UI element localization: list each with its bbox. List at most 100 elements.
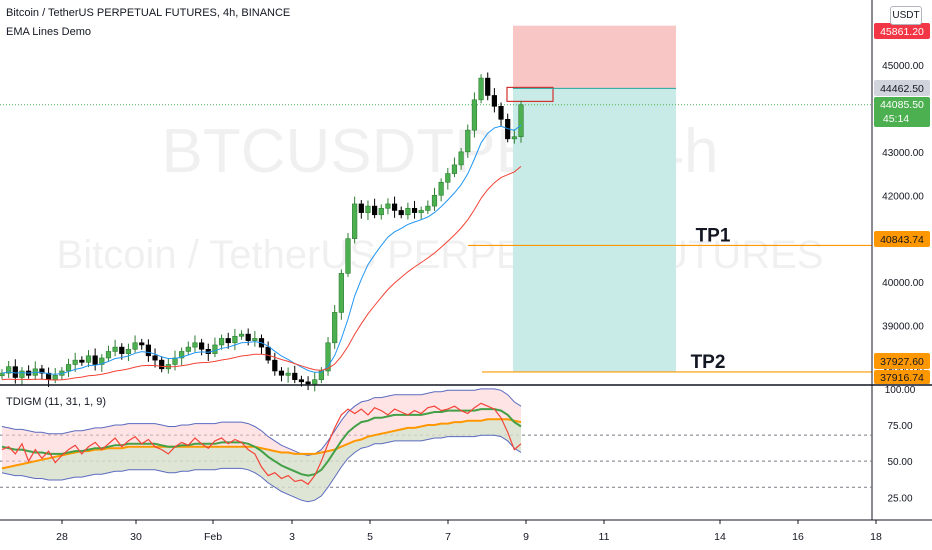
candlestick-series: [0, 72, 524, 392]
candle: [425, 200, 431, 214]
candle: [332, 305, 338, 349]
study-legend[interactable]: EMA Lines Demo: [6, 26, 91, 38]
candle: [26, 365, 32, 379]
candle: [212, 337, 218, 358]
last-price-text: 44085.50: [880, 99, 924, 111]
candle: [471, 92, 478, 138]
candle: [132, 335, 138, 353]
entry-price-text: 44462.50: [880, 83, 924, 95]
candle: [232, 328, 238, 351]
tp1-price-badge: 40843.74: [874, 231, 930, 247]
candle: [172, 350, 178, 371]
candle: [325, 337, 331, 376]
candle: [411, 200, 418, 219]
indicator-upper-band: [1, 388, 522, 456]
candle: [398, 206, 404, 219]
candle: [192, 335, 198, 352]
tp2-price-badge: 37927.60: [874, 353, 930, 369]
currency-unit-button[interactable]: USDT: [890, 6, 922, 25]
price-tick-label: 42000.00: [882, 191, 924, 202]
time-tick-label: 14: [714, 531, 726, 543]
candle: [445, 167, 451, 190]
indicator-signal-line: [1, 408, 522, 477]
candle: [365, 200, 371, 220]
time-tick-label: 9: [523, 531, 529, 543]
candle: [458, 147, 464, 170]
price-tick-label: 39000.00: [882, 321, 924, 332]
candle: [352, 196, 358, 244]
tp1-price-text: 40843.74: [880, 234, 924, 246]
candle: [139, 338, 145, 350]
price-tick-label: 45000.00: [882, 61, 924, 72]
symbol-legend[interactable]: Bitcoin / TetherUS PERPETUAL FUTURES, 4h…: [6, 7, 291, 19]
candle: [498, 102, 504, 127]
time-tick-label: 16: [792, 531, 804, 543]
candle: [338, 269, 344, 320]
candle: [292, 365, 298, 384]
tp2-alt-price-text: 37916.74: [880, 372, 924, 384]
stop-loss-price-badge: 45861.20: [874, 23, 930, 39]
price-tick-label: 40000.00: [882, 278, 924, 289]
entry-price-badge: 44462.50: [874, 80, 930, 96]
candle: [119, 343, 125, 360]
candle: [72, 352, 78, 372]
candle: [431, 187, 438, 211]
time-tick-label: 7: [445, 531, 451, 543]
tp1-label: TP1: [696, 225, 731, 246]
candle: [491, 88, 497, 113]
candle: [312, 372, 318, 392]
candle: [385, 198, 391, 215]
ema-slow-line: [1, 166, 522, 381]
candle: [238, 330, 245, 340]
entry-marker-box[interactable]: [506, 86, 554, 103]
candle: [391, 196, 398, 218]
candle: [105, 345, 112, 362]
candle: [0, 369, 5, 380]
watermark-description: Bitcoin / TetherUS PERPETUAL FUTURES: [57, 233, 824, 277]
candle: [45, 367, 52, 388]
candle: [79, 356, 85, 366]
candle: [179, 347, 185, 366]
take-profit-zone[interactable]: [513, 88, 676, 372]
candle: [225, 332, 231, 349]
candle: [258, 334, 265, 355]
last-price-badge: 44085.50 45:14: [874, 97, 930, 127]
candle: [418, 206, 424, 220]
indicator-base-line: [1, 418, 522, 470]
indicator-tick-label: 50.00: [887, 457, 912, 468]
time-tick-label: 18: [870, 531, 882, 543]
tp2-price-text: 37927.60: [880, 356, 924, 368]
candle: [65, 358, 72, 378]
indicator-legend[interactable]: TDIGM (11, 31, 1, 9): [6, 396, 107, 408]
candle: [485, 72, 491, 101]
candle: [272, 352, 278, 376]
bar-countdown-text: 45:14: [883, 113, 909, 125]
stop-loss-zone[interactable]: [513, 25, 676, 89]
candle: [185, 341, 191, 355]
indicator-tick-label: 25.00: [887, 493, 912, 504]
candle: [99, 354, 105, 372]
indicator-tick-label: 75.00: [887, 421, 912, 432]
ema-fast-line: [1, 124, 522, 375]
candle: [199, 338, 205, 356]
candle: [378, 204, 384, 220]
candle: [451, 157, 458, 178]
time-tick-label: 30: [130, 531, 142, 543]
time-tick-label: Feb: [204, 531, 222, 543]
candle: [511, 129, 517, 144]
tdigm-indicator-pane: [0, 388, 872, 503]
candle: [218, 334, 225, 350]
candle: [92, 348, 98, 371]
candle: [438, 178, 444, 202]
candle: [125, 343, 132, 362]
indicator-lower-band: [1, 434, 522, 503]
candle: [152, 348, 158, 368]
time-axis[interactable]: 28 30 Feb 3 5 7 9 11 14 16 18: [56, 520, 882, 543]
candle: [159, 356, 165, 373]
candle: [305, 376, 311, 391]
tp2-alt-price-badge: 37916.74: [874, 370, 930, 384]
candle: [252, 331, 258, 347]
candle: [285, 367, 291, 383]
indicator-axis[interactable]: 25.00 50.00 75.00 100.00: [885, 385, 916, 504]
